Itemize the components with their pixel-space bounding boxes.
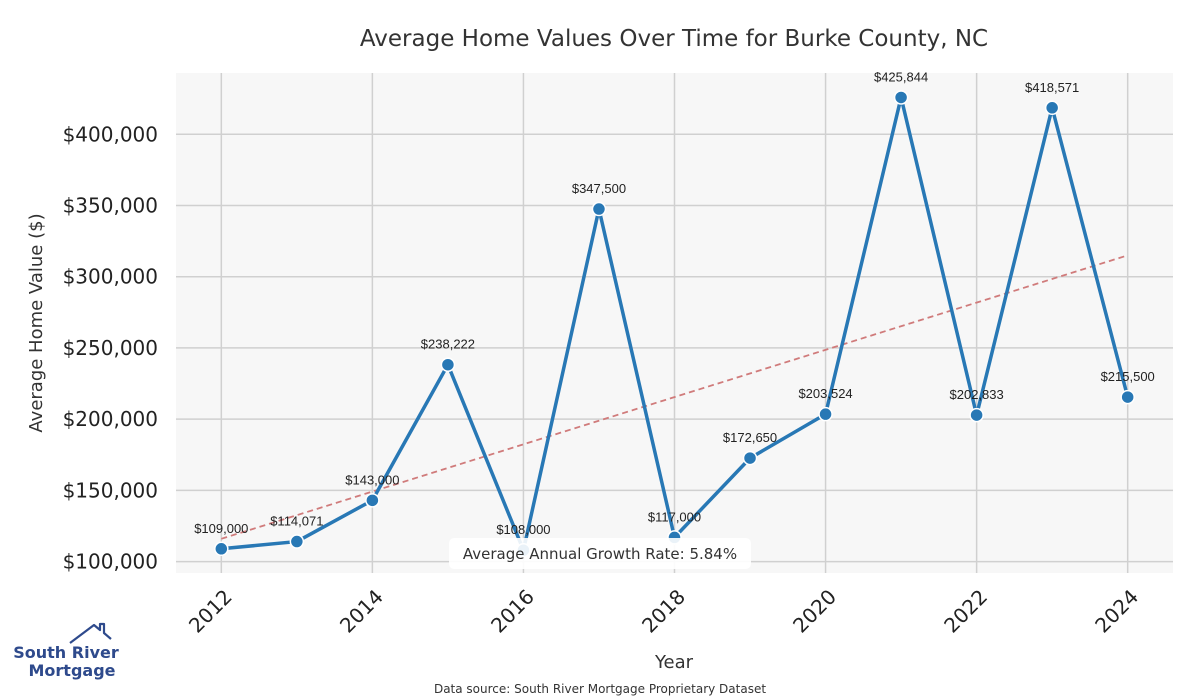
- data-label: $238,222: [421, 337, 475, 352]
- data-label: $203,524: [798, 386, 852, 401]
- logo-line1: South River: [13, 643, 119, 662]
- y-axis-ticks: $100,000 $150,000 $200,000 $250,000 $300,000…: [63, 122, 158, 573]
- data-label: $109,000: [194, 521, 248, 536]
- data-point: [969, 407, 984, 423]
- y-tick-label: $350,000: [63, 193, 158, 217]
- y-tick-label: $150,000: [63, 478, 158, 502]
- data-label: $215,500: [1101, 369, 1155, 384]
- house-roof-icon: [69, 622, 112, 644]
- x-axis-label: Year: [654, 652, 694, 673]
- data-label: $143,000: [345, 472, 399, 487]
- y-tick-label: $200,000: [63, 407, 158, 431]
- data-label: $202,833: [950, 387, 1004, 402]
- y-axis-label: Average Home Value ($): [26, 213, 47, 432]
- x-tick-label: 2014: [335, 585, 388, 638]
- x-tick-label: 2012: [184, 585, 237, 638]
- x-tick-label: 2024: [1090, 585, 1143, 638]
- data-labels: $109,000 $114,071 $143,000 $238,222 $108,000…: [194, 69, 1155, 537]
- data-point: [214, 541, 229, 557]
- data-point: [591, 201, 607, 217]
- data-point: [1044, 100, 1060, 116]
- data-label: $418,571: [1025, 80, 1079, 95]
- data-label: $117,000: [648, 509, 701, 524]
- data-point: [742, 450, 758, 466]
- data-point: [893, 90, 909, 105]
- logo: South River Mortgage: [13, 622, 119, 680]
- data-point: [440, 357, 456, 372]
- data-label: $114,071: [270, 514, 323, 529]
- y-tick-label: $400,000: [63, 122, 158, 146]
- data-label: $108,000: [496, 522, 550, 537]
- growth-rate-annotation: Average Annual Growth Rate: 5.84%: [463, 545, 737, 563]
- trend-line: [221, 254, 1128, 540]
- logo-line2: Mortgage: [28, 661, 115, 680]
- growth-rate-box: [449, 538, 751, 569]
- y-tick-label: $250,000: [63, 336, 158, 360]
- data-source: Data source: South River Mortgage Propri…: [434, 682, 766, 696]
- data-label: $425,844: [874, 69, 928, 84]
- x-tick-label: 2016: [486, 585, 539, 638]
- data-point: [1120, 389, 1135, 405]
- x-tick-label: 2022: [939, 585, 992, 638]
- x-tick-label: 2018: [637, 585, 690, 638]
- y-tick-label: $300,000: [63, 265, 158, 289]
- y-tick-label: $100,000: [63, 550, 158, 574]
- x-axis-ticks: 2012 2014 2016 2018 2020 2022 2024: [184, 585, 1143, 638]
- data-label: $172,650: [723, 430, 777, 445]
- x-tick-label: 2020: [788, 585, 841, 638]
- data-point: [365, 493, 380, 508]
- chart-title: Average Home Values Over Time for Burke …: [360, 26, 988, 52]
- data-label: $347,500: [572, 181, 626, 196]
- data-point: [818, 406, 833, 422]
- gridlines: [176, 73, 1173, 573]
- data-point: [289, 534, 305, 549]
